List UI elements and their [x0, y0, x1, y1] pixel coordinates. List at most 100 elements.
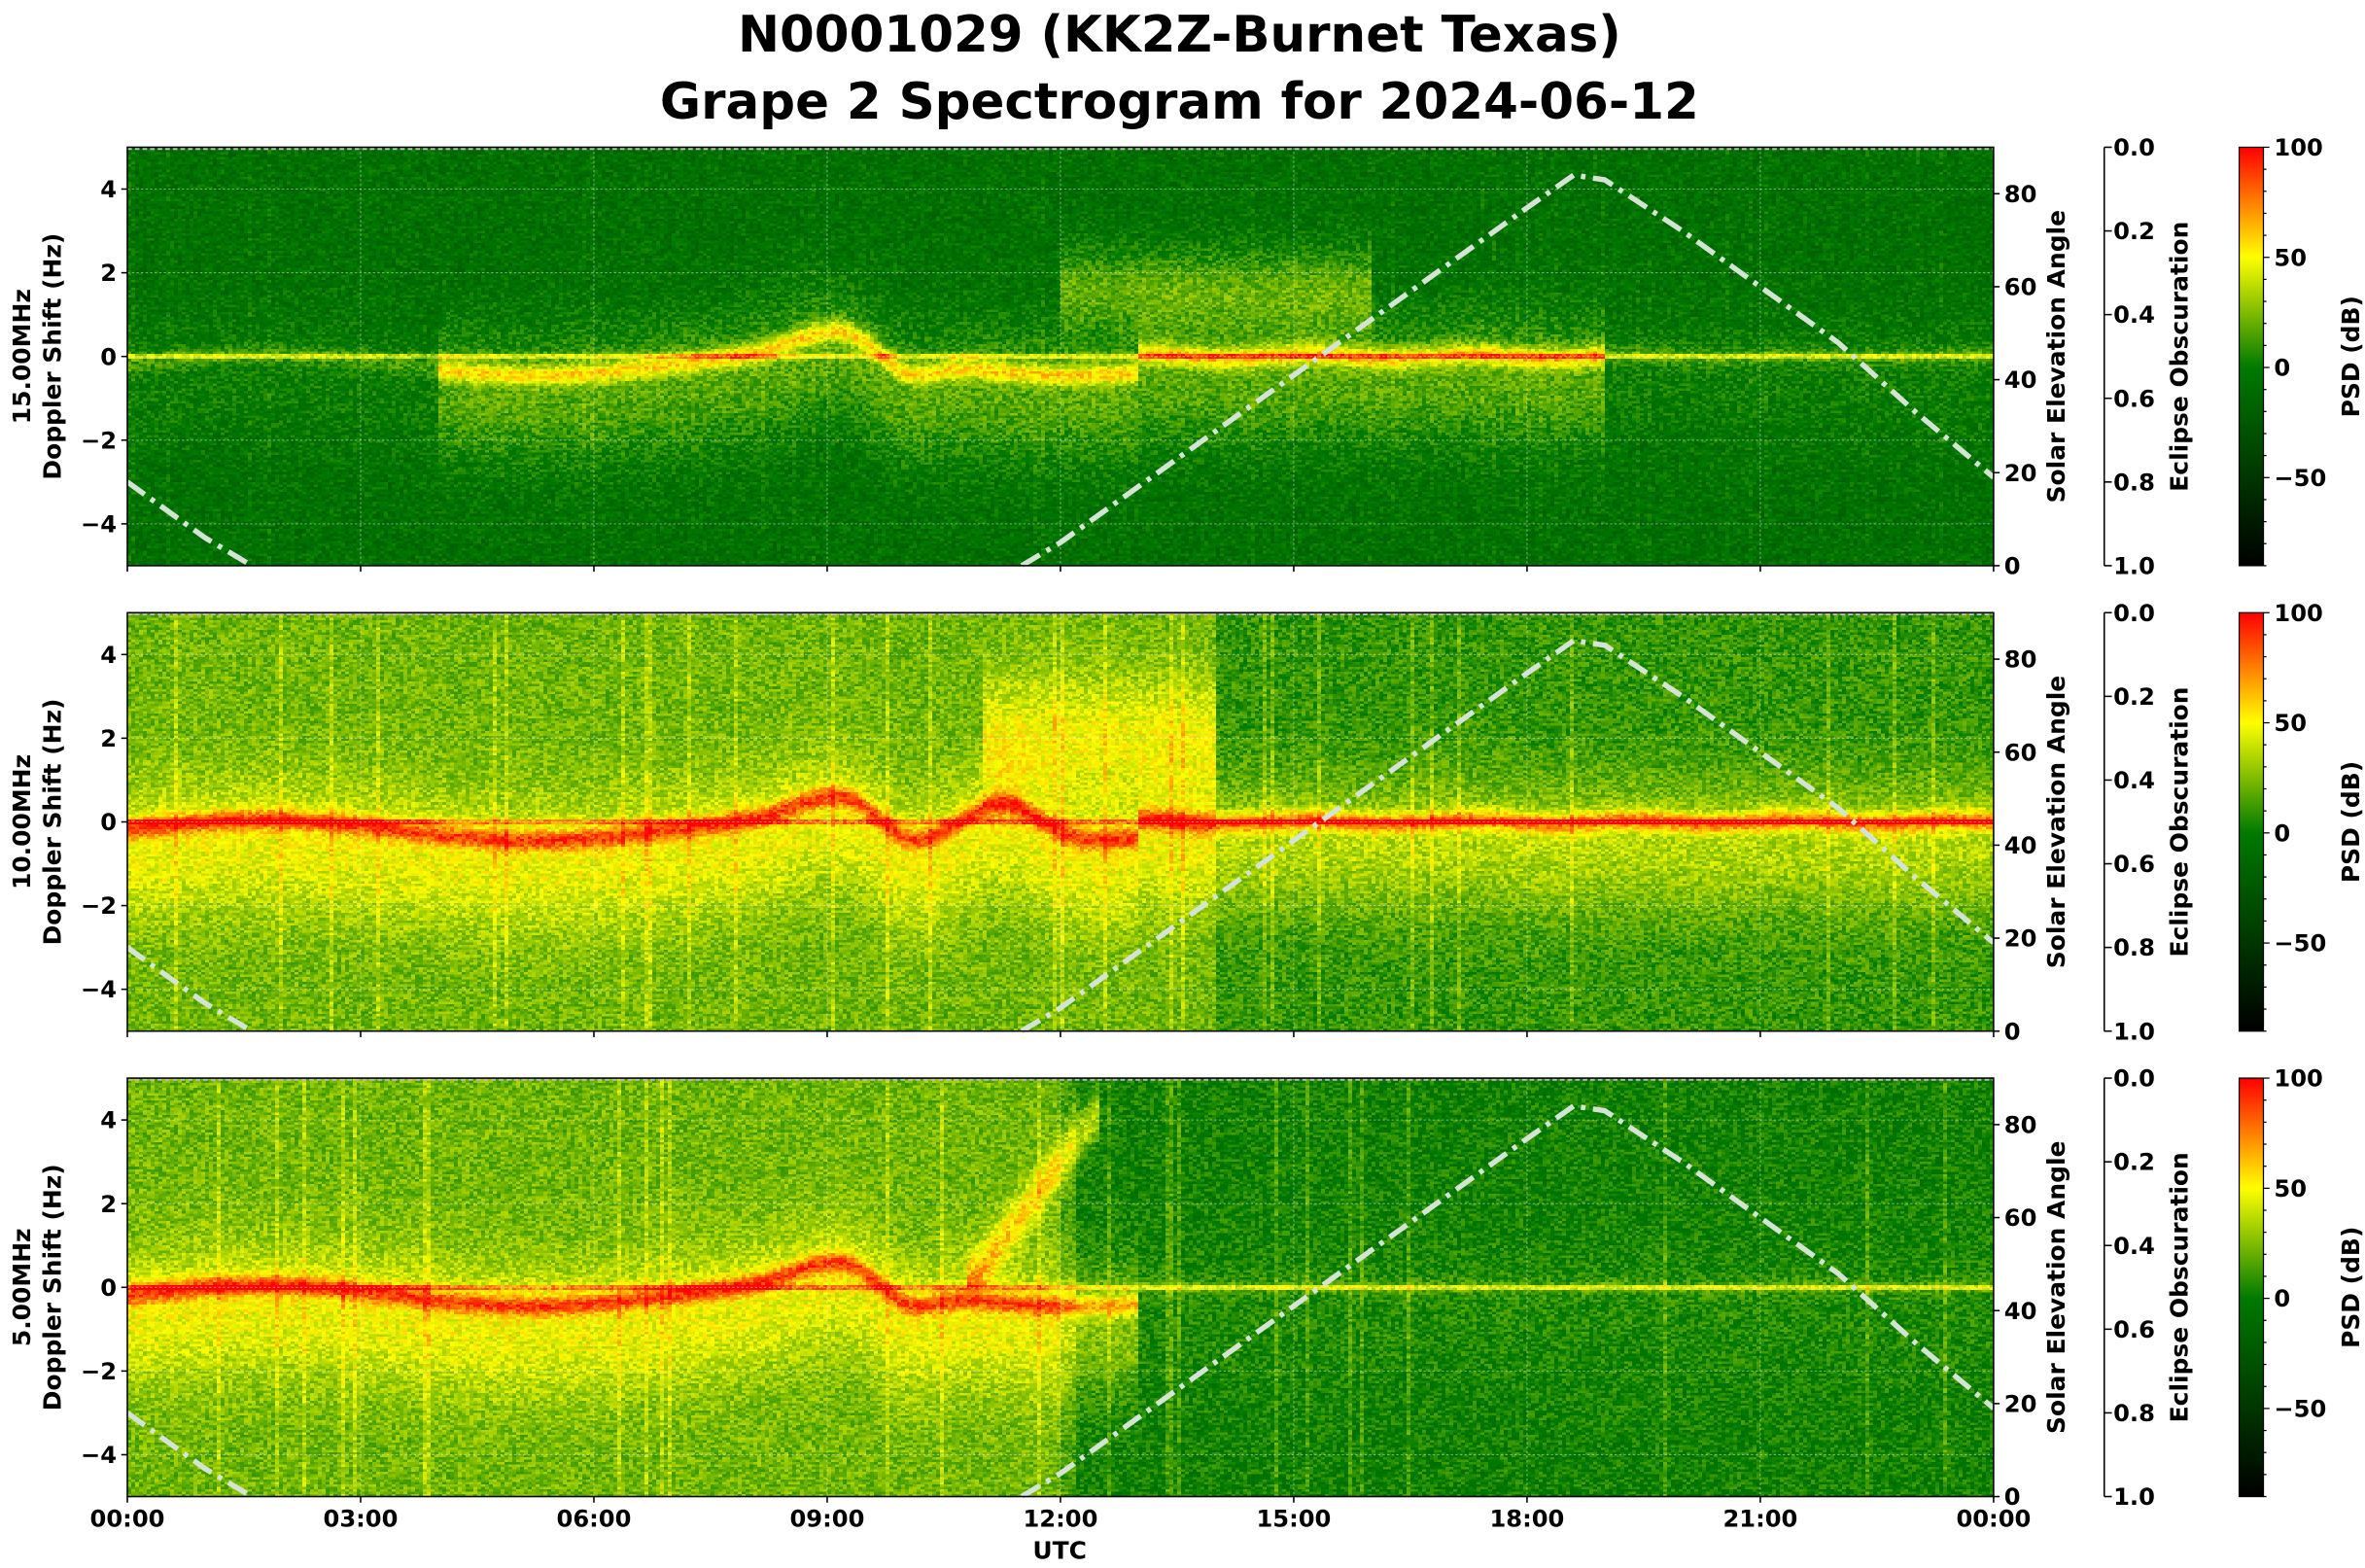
colorbar-label: PSD (dB) — [2337, 1227, 2365, 1348]
eclipse-tick-label: 0.6 — [2113, 1316, 2155, 1343]
eclipse-tick-label: 0.6 — [2113, 851, 2155, 878]
eclipse-axis-label: Eclipse Obscuration — [2166, 222, 2194, 492]
eclipse-tick-label: 0.4 — [2113, 1233, 2155, 1260]
elevation-tick-label: 0 — [2004, 552, 2021, 579]
elevation-tick-label: 60 — [2004, 1204, 2037, 1232]
eclipse-tick-label: 0.8 — [2113, 1400, 2155, 1427]
elevation-tick-label: 80 — [2004, 181, 2037, 208]
eclipse-axis-label: Eclipse Obscuration — [2166, 686, 2194, 957]
eclipse-tick-label: 1.0 — [2113, 1018, 2155, 1045]
x-tick-label: 12:00 — [1023, 1506, 1097, 1533]
colorbar — [2239, 147, 2264, 566]
colorbar-frame — [2238, 611, 2265, 1032]
solar-elevation-line — [1020, 1102, 1996, 1499]
colorbar — [2239, 1078, 2264, 1497]
elevation-tick-label: 20 — [2004, 460, 2037, 487]
colorbar-tick-label: 0 — [2274, 1285, 2290, 1312]
y-tick-label: 4 — [100, 176, 117, 203]
y-tick-label: 4 — [100, 1107, 117, 1134]
y-tick-label: 2 — [100, 725, 117, 752]
x-tick-label: 15:00 — [1256, 1506, 1331, 1533]
spectrogram-heatmap — [127, 1078, 1994, 1497]
panel-frequency-label: 15.00MHz — [8, 289, 36, 424]
y-tick-label: −2 — [81, 427, 117, 454]
elevation-axis-label: Solar Elevation Angle — [2042, 1141, 2070, 1434]
y-tick-label: 0 — [100, 1274, 117, 1302]
figure-title-line1: N0001029 (KK2Z-Burnet Texas) — [738, 6, 1621, 64]
x-tick-label: 18:00 — [1489, 1506, 1564, 1533]
colorbar-tick-label: 50 — [2274, 244, 2307, 271]
solar-elevation-line — [125, 1411, 254, 1499]
spectrogram-heatmap — [127, 147, 1994, 566]
y-tick-label: −4 — [81, 976, 117, 1003]
panel-frequency-label: 10.00MHz — [8, 754, 36, 889]
eclipse-tick-label: 0.2 — [2113, 218, 2155, 245]
x-axis-label: UTC — [1032, 1536, 1087, 1564]
eclipse-tick-label: 1.0 — [2113, 552, 2155, 579]
doppler-axis-label: Doppler Shift (Hz) — [38, 233, 66, 480]
solar-elevation-line — [125, 479, 254, 569]
x-tick-label: 06:00 — [557, 1506, 632, 1533]
doppler-axis-label: Doppler Shift (Hz) — [38, 1164, 66, 1411]
eclipse-tick-label: 0.8 — [2113, 469, 2155, 496]
eclipse-tick-label: 0.4 — [2113, 767, 2155, 794]
colorbar-tick-label: 0 — [2274, 355, 2290, 382]
eclipse-tick-label: 0.2 — [2113, 1149, 2155, 1176]
colorbar-tick-label: 100 — [2274, 1065, 2322, 1093]
elevation-tick-label: 60 — [2004, 274, 2037, 301]
colorbar-tick-label: 100 — [2274, 134, 2322, 161]
eclipse-tick-label: 0.6 — [2113, 385, 2155, 412]
colorbar-tick-label: −50 — [2274, 930, 2326, 958]
elevation-tick-label: 80 — [2004, 1111, 2037, 1138]
eclipse-tick-label: 0.0 — [2113, 1065, 2155, 1093]
colorbar-tick-label: −50 — [2274, 1395, 2326, 1422]
y-tick-label: 2 — [100, 1191, 117, 1218]
eclipse-tick-label: 0.8 — [2113, 934, 2155, 961]
colorbar-tick-label: 50 — [2274, 1175, 2307, 1202]
elevation-tick-label: 0 — [2004, 1483, 2021, 1511]
elevation-tick-label: 0 — [2004, 1018, 2021, 1045]
y-tick-label: −2 — [81, 892, 117, 920]
y-tick-label: 2 — [100, 260, 117, 287]
x-tick-label: 09:00 — [790, 1506, 865, 1533]
elevation-tick-label: 40 — [2004, 366, 2037, 394]
solar-elevation-line — [1020, 172, 1996, 569]
eclipse-axis-label: Eclipse Obscuration — [2166, 1152, 2194, 1422]
elevation-tick-label: 80 — [2004, 646, 2037, 674]
x-tick-label: 21:00 — [1722, 1506, 1797, 1533]
y-tick-label: −4 — [81, 510, 117, 538]
elevation-tick-label: 60 — [2004, 739, 2037, 766]
eclipse-tick-label: 1.0 — [2113, 1483, 2155, 1511]
y-tick-label: 4 — [100, 642, 117, 669]
x-tick-label: 00:00 — [90, 1506, 165, 1533]
elevation-axis-label: Solar Elevation Angle — [2042, 210, 2070, 503]
elevation-axis-label: Solar Elevation Angle — [2042, 676, 2070, 968]
y-tick-label: −2 — [81, 1358, 117, 1385]
y-tick-label: 0 — [100, 809, 117, 836]
colorbar-tick-label: 50 — [2274, 710, 2307, 737]
colorbar-frame — [2238, 146, 2265, 567]
solar-elevation-line — [125, 945, 254, 1034]
spectrogram-heatmap — [127, 612, 1994, 1031]
panel-frequency-label: 5.00MHz — [8, 1228, 36, 1346]
eclipse-tick-label: 0.2 — [2113, 683, 2155, 711]
elevation-tick-label: 20 — [2004, 925, 2037, 953]
elevation-tick-label: 40 — [2004, 832, 2037, 859]
colorbar-tick-label: −50 — [2274, 465, 2326, 492]
doppler-axis-label: Doppler Shift (Hz) — [38, 699, 66, 946]
colorbar-label: PSD (dB) — [2337, 761, 2365, 883]
eclipse-tick-label: 0.4 — [2113, 301, 2155, 329]
colorbar-tick-label: 100 — [2274, 600, 2322, 627]
colorbar-tick-label: 0 — [2274, 819, 2290, 847]
colorbar-label: PSD (dB) — [2337, 296, 2365, 417]
y-tick-label: 0 — [100, 343, 117, 370]
elevation-tick-label: 40 — [2004, 1298, 2037, 1325]
x-tick-label: 00:00 — [1956, 1506, 2031, 1533]
colorbar — [2239, 612, 2264, 1031]
figure-title-line2: Grape 2 Spectrogram for 2024-06-12 — [660, 73, 1699, 131]
eclipse-tick-label: 0.0 — [2113, 134, 2155, 161]
